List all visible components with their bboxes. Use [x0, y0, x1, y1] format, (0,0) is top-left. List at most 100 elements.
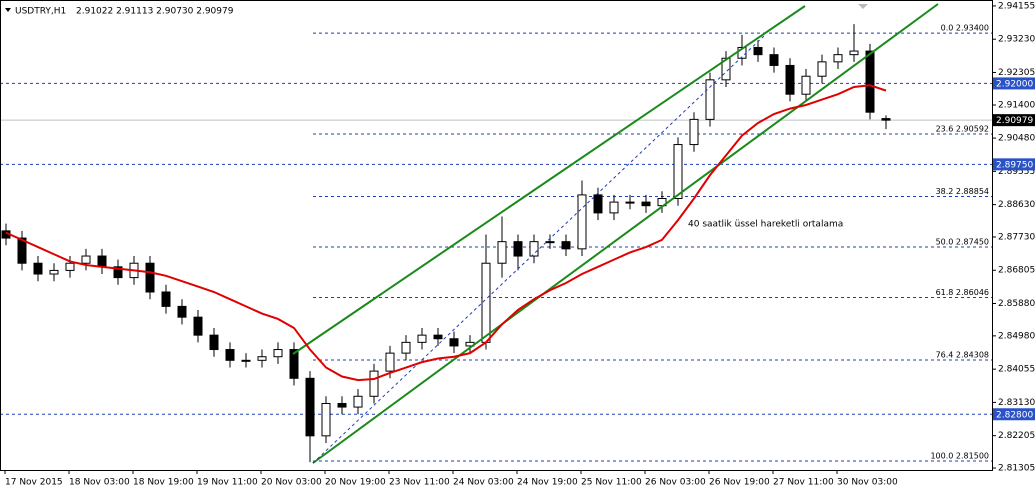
- y-tick-label: 2.84055: [998, 365, 1035, 375]
- x-tick-label: 30 Nov 03:00: [837, 478, 898, 488]
- channel-upper: [292, 5, 806, 355]
- candle-body: [321, 402, 331, 437]
- fib-trend-line: [312, 34, 766, 464]
- y-tick-label: 2.81305: [998, 464, 1035, 474]
- candle-body: [545, 241, 555, 244]
- y-tick-label: 2.85880: [998, 299, 1035, 309]
- ema-line: [5, 84, 887, 382]
- shift-marker: [858, 4, 868, 9]
- candle-body: [561, 241, 571, 250]
- channel-lower: [312, 3, 939, 464]
- candle-body: [625, 201, 635, 204]
- fib-label: 50.0 2.87450: [936, 238, 989, 247]
- y-tick-label: 2.91400: [998, 101, 1035, 111]
- candle-body: [193, 316, 203, 336]
- fib-label: 23.6 2.90592: [936, 125, 989, 134]
- last-price-box: [993, 114, 1035, 127]
- y-tick-label: 2.93230: [998, 35, 1035, 45]
- candle-body: [353, 395, 363, 408]
- candle-body: [833, 54, 843, 63]
- candle-body: [481, 262, 491, 343]
- x-tick-label: 27 Nov 11:00: [773, 478, 834, 488]
- y-tick-label: 2.82205: [998, 431, 1035, 441]
- candle-body: [641, 201, 651, 207]
- candle-body: [529, 241, 539, 257]
- candle-body: [385, 352, 395, 372]
- quote: 2.91022 2.91113 2.90730 2.90979: [76, 7, 234, 17]
- candle-body: [289, 349, 299, 379]
- candle-body: [161, 291, 171, 307]
- candle-body: [17, 237, 27, 264]
- fib-label: 61.8 2.86046: [936, 288, 989, 297]
- x-tick-label: 26 Nov 19:00: [709, 478, 770, 488]
- x-tick-label: 23 Nov 11:00: [389, 478, 450, 488]
- candle-body: [337, 402, 347, 408]
- candle-body: [369, 370, 379, 397]
- level-label-box: [993, 408, 1035, 421]
- x-tick-label: 19 Nov 11:00: [197, 478, 258, 488]
- candle-body: [145, 262, 155, 293]
- annotation: 40 saatlik üssel hareketli ortalama: [688, 220, 843, 230]
- y-tick-label: 2.92305: [998, 68, 1035, 78]
- candle-body: [785, 64, 795, 95]
- candle-body: [449, 338, 459, 347]
- candle-body: [801, 75, 811, 95]
- y-tick-label: 2.89555: [998, 167, 1035, 177]
- fib-label: 0.0 2.93400: [941, 24, 989, 33]
- candle-body: [97, 255, 107, 268]
- y-tick-label: 2.90480: [998, 134, 1035, 144]
- candle-body: [401, 341, 411, 354]
- symbol: USDTRY,H1: [15, 7, 66, 17]
- candle-body: [65, 262, 75, 271]
- candle-body: [689, 118, 699, 146]
- candle-body: [417, 334, 427, 343]
- candle-body: [721, 57, 731, 81]
- level-label-box: [993, 158, 1035, 171]
- candle-body: [865, 50, 875, 113]
- level-label: 2.92000: [996, 79, 1033, 89]
- x-tick-label: 18 Nov 03:00: [69, 478, 130, 488]
- y-tick-label: 2.88630: [998, 200, 1035, 210]
- level-label: 2.82800: [996, 410, 1033, 420]
- candle-body: [513, 241, 523, 257]
- fib-label: 38.2 2.88854: [936, 187, 989, 196]
- y-tick-label: 2.86805: [998, 266, 1035, 276]
- plot-border: [0, 0, 993, 471]
- candle-body: [753, 46, 763, 56]
- x-tick-label: 24 Nov 19:00: [517, 478, 578, 488]
- candle-body: [673, 144, 683, 200]
- x-tick-label: 17 Nov 2015: [5, 478, 63, 488]
- menu-arrow: [5, 8, 11, 12]
- y-tick-label: 2.87730: [998, 232, 1035, 242]
- x-tick-label: 25 Nov 11:00: [581, 478, 642, 488]
- candle-body: [81, 255, 91, 264]
- candle-body: [849, 50, 859, 56]
- level-label: 2.89750: [996, 160, 1033, 170]
- candle-body: [577, 194, 587, 250]
- candle-body: [241, 359, 251, 362]
- candle-body: [305, 377, 315, 437]
- candle-body: [881, 118, 891, 121]
- last-price-label: 2.90979: [996, 116, 1033, 126]
- y-tick-label: 2.84980: [998, 331, 1035, 341]
- candle-body: [705, 79, 715, 120]
- candle-body: [817, 61, 827, 77]
- level-label-box: [993, 77, 1035, 90]
- candle-body: [209, 334, 219, 351]
- candle-body: [257, 356, 267, 361]
- candle-body: [49, 269, 59, 275]
- candle-body: [497, 241, 507, 264]
- candle-body: [433, 334, 443, 340]
- y-tick-label: 2.94155: [998, 1, 1035, 11]
- candle-body: [177, 305, 187, 318]
- candle-body: [593, 194, 603, 214]
- candle-body: [225, 349, 235, 361]
- candle-body: [769, 54, 779, 66]
- x-tick-label: 26 Nov 03:00: [645, 478, 706, 488]
- y-tick-label: 2.83130: [998, 398, 1035, 408]
- candle-body: [113, 266, 123, 279]
- x-tick-label: 20 Nov 19:00: [325, 478, 386, 488]
- candle-body: [33, 262, 43, 275]
- x-tick-label: 20 Nov 03:00: [261, 478, 322, 488]
